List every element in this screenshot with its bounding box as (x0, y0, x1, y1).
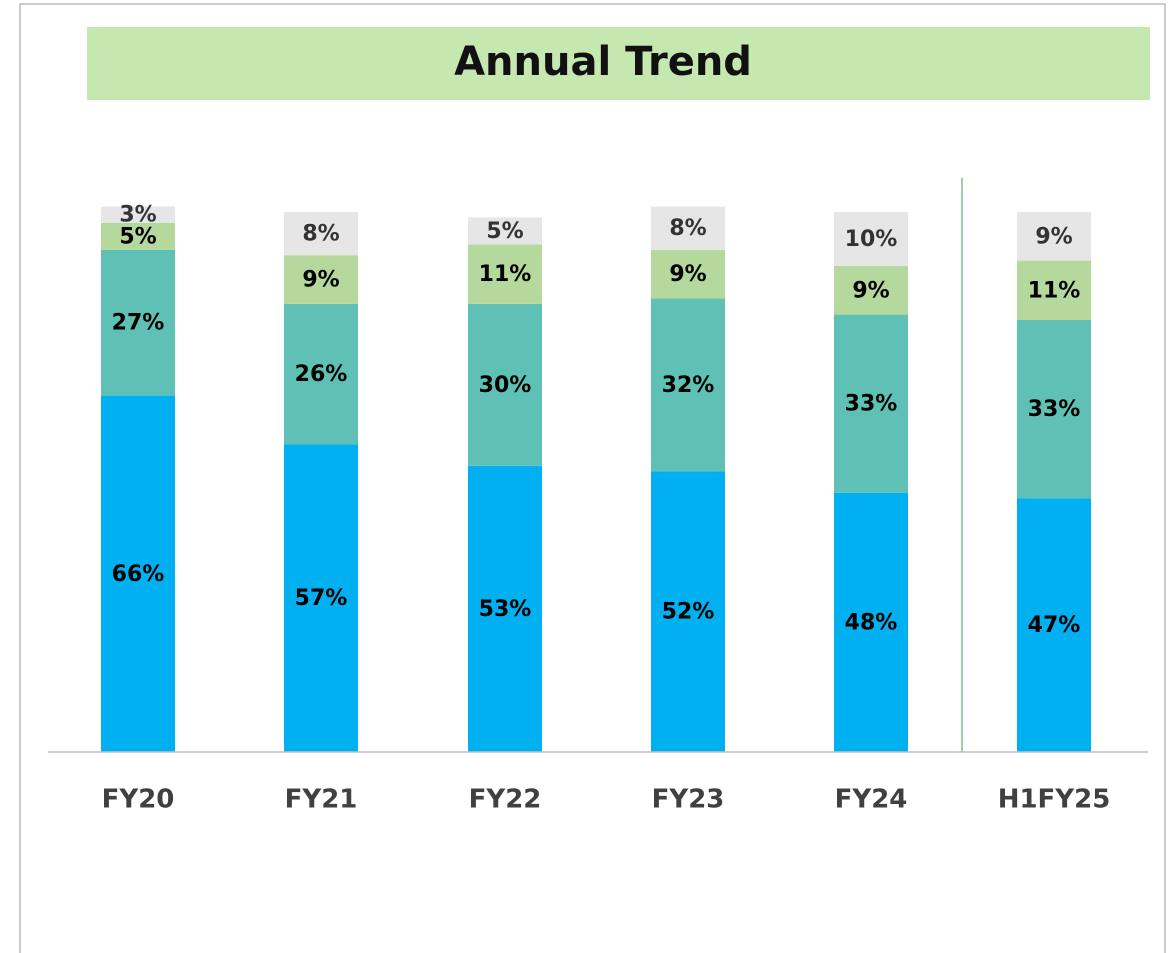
bar-segment (101, 395, 175, 752)
title-banner (87, 27, 1150, 100)
bar-segment (468, 303, 542, 466)
data-label: 27% (112, 311, 165, 336)
bar-segment (834, 314, 908, 493)
data-label: 9% (669, 262, 706, 287)
bar-segment (468, 217, 542, 245)
bar-segment (834, 266, 908, 315)
data-label: 5% (119, 224, 156, 249)
x-tick-label: FY20 (102, 785, 175, 815)
bar-segment (284, 303, 358, 445)
x-tick-label: H1FY25 (998, 785, 1111, 815)
data-label: 9% (302, 268, 339, 293)
data-label: 8% (669, 216, 706, 241)
data-label: 47% (1028, 613, 1081, 638)
bar-segment (651, 206, 725, 250)
bar-segment (284, 444, 358, 752)
bars: 66%27%5%3%57%26%9%8%53%30%11%5%52%32%9%8… (101, 203, 1091, 752)
bar-segment (101, 206, 175, 223)
bar-segment (651, 471, 725, 752)
x-tick-label: FY24 (835, 785, 908, 815)
chart-title: Annual Trend (454, 39, 752, 85)
data-label: 52% (662, 600, 715, 625)
data-label: 53% (479, 597, 532, 622)
x-tick-label: FY23 (652, 785, 725, 815)
bar-segment (834, 212, 908, 266)
data-label: 48% (845, 610, 898, 635)
bar-segment (284, 255, 358, 304)
bar-segment (284, 212, 358, 256)
x-tick-label: FY22 (469, 785, 542, 815)
data-label: 5% (486, 219, 523, 244)
frame (19, 3, 1166, 953)
bar-segment (1017, 212, 1091, 261)
data-label: 9% (852, 278, 889, 303)
x-tick-label: FY21 (285, 785, 358, 815)
data-label: 33% (845, 392, 898, 417)
bar-segment (468, 244, 542, 304)
bar-segment (651, 249, 725, 299)
bar-segment (101, 249, 175, 396)
data-label: 33% (1028, 397, 1081, 422)
bar-segment (1017, 320, 1091, 499)
bar-segment (651, 298, 725, 472)
bar-segment (834, 492, 908, 752)
data-label: 9% (1035, 224, 1072, 249)
data-label: 57% (295, 586, 348, 611)
data-label: 30% (479, 373, 532, 398)
bar-segment (1017, 260, 1091, 320)
data-label: 11% (1028, 278, 1081, 303)
bar-segment (468, 465, 542, 752)
bar-segment (101, 222, 175, 250)
bar-segment (1017, 498, 1091, 752)
data-label: 66% (112, 562, 165, 587)
data-label: 26% (295, 362, 348, 387)
data-label: 10% (845, 227, 898, 252)
data-label: 3% (119, 203, 156, 228)
data-label: 8% (302, 222, 339, 247)
data-label: 32% (662, 373, 715, 398)
data-label: 11% (479, 262, 532, 287)
